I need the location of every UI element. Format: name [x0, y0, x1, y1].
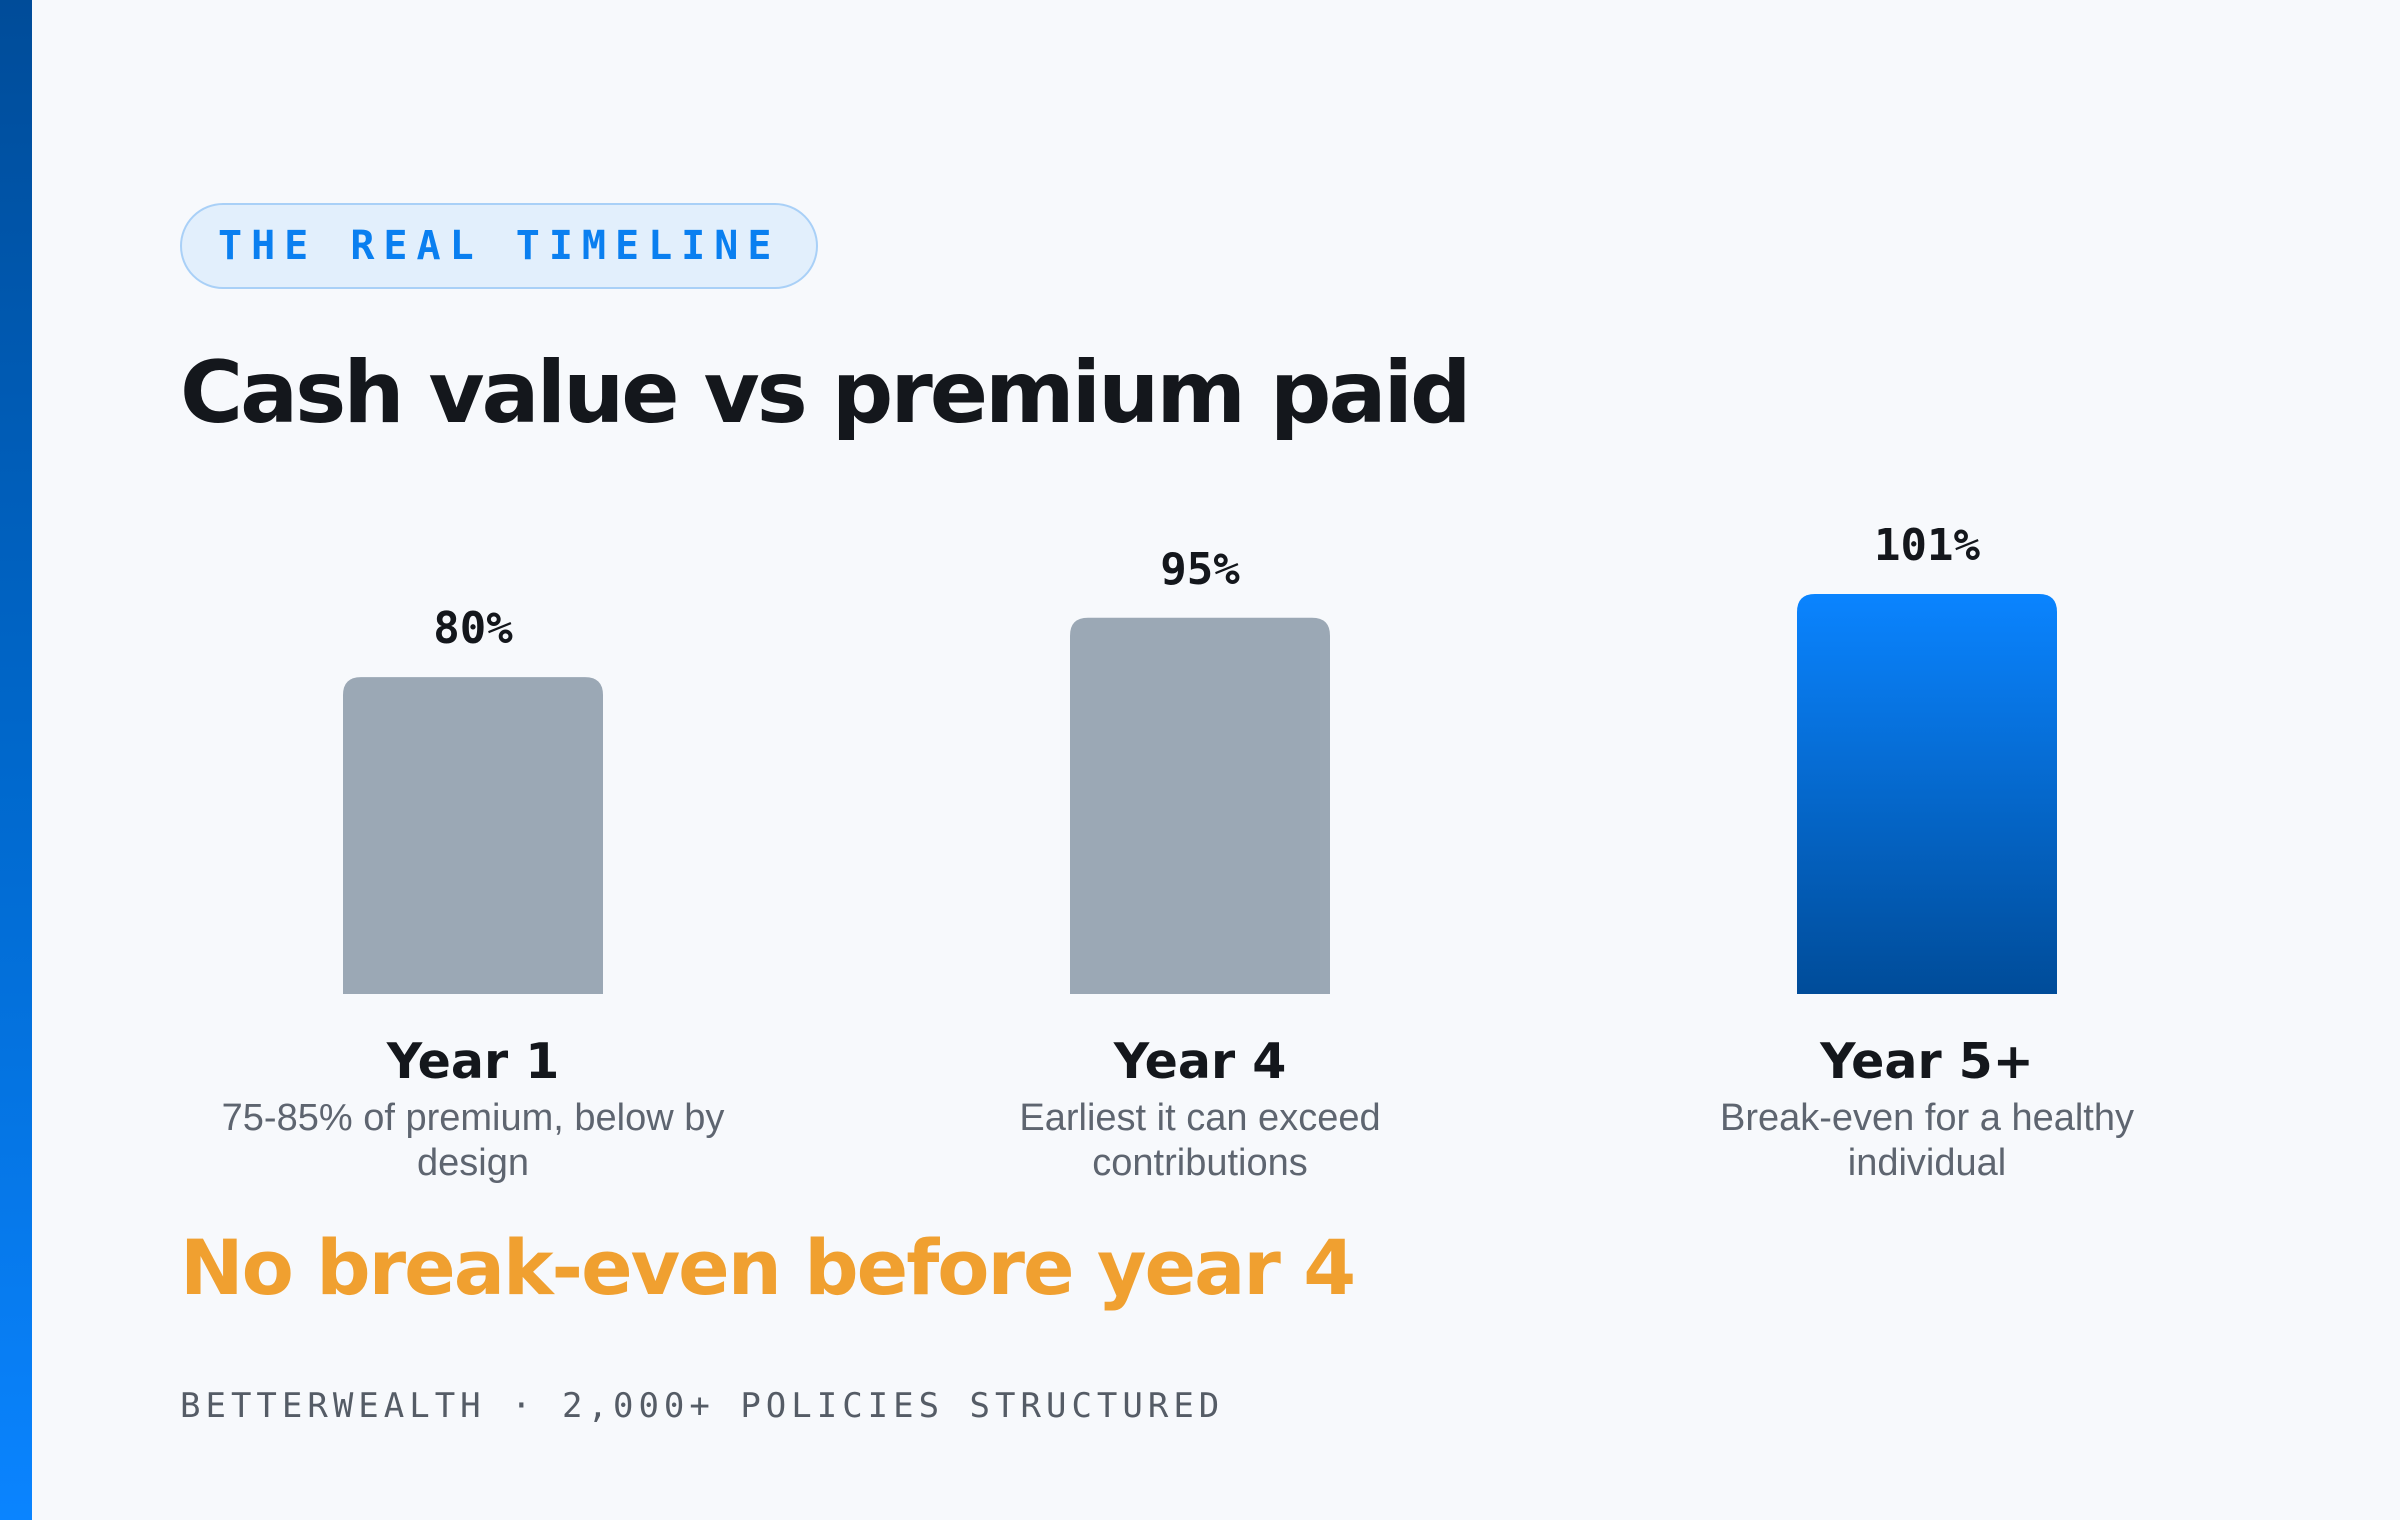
category-name: Year 1: [386, 1033, 560, 1090]
category-description: Earliest it can exceed contributions: [1019, 1097, 1381, 1184]
value-label-2: 95%: [1160, 544, 1240, 595]
value-label-3: 101%: [1874, 520, 1980, 571]
page-title: Cash value vs premium paid: [180, 343, 1472, 443]
left-accent-bar: [0, 0, 32, 1520]
callout-text: No break-even before year 4: [180, 1223, 1356, 1312]
bar-3: [1797, 594, 2057, 994]
bar-chart: 80% 95% 101%: [343, 520, 2057, 994]
category-3: Year 5+ Break-even for a healthy individu…: [1647, 1032, 2207, 1186]
bar-2: [1070, 617, 1330, 994]
bar-1: [343, 677, 603, 994]
value-label-1: 80%: [433, 603, 513, 654]
eyebrow-pill: THE REAL TIMELINE: [180, 203, 819, 289]
footer-text: BETTERWEALTH · 2,000+ POLICIES STRUCTURE…: [180, 1386, 1225, 1426]
category-name: Year 5+: [1820, 1033, 2034, 1090]
bars-group: 80% 95% 101%: [343, 520, 2057, 994]
category-name: Year 4: [1113, 1033, 1287, 1090]
category-1: Year 1 75-85% of premium, below by design: [193, 1032, 753, 1186]
category-2: Year 4 Earliest it can exceed contributio…: [920, 1032, 1480, 1186]
category-description: Break-even for a healthy individual: [1719, 1097, 2134, 1184]
category-description: 75-85% of premium, below by design: [221, 1097, 725, 1184]
